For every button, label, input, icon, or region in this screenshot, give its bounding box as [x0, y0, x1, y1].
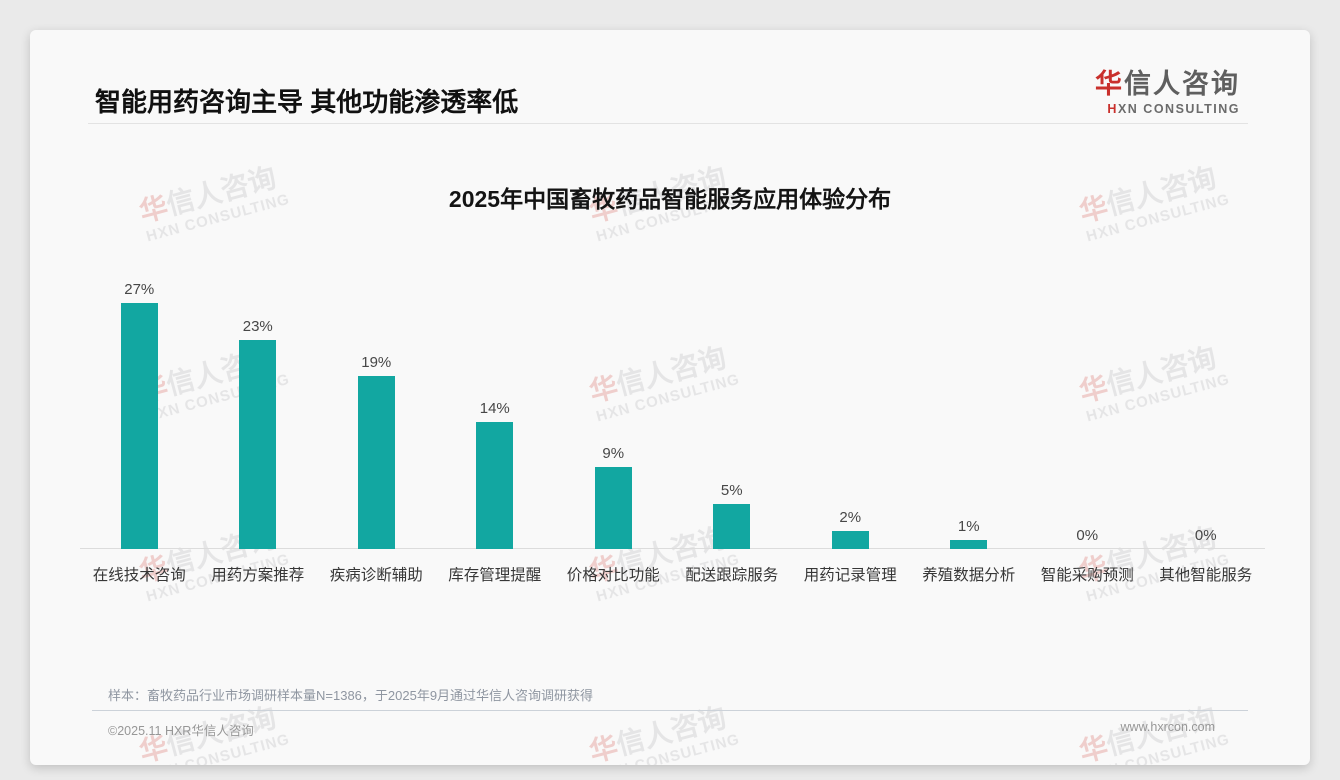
category-label: 用药记录管理 — [803, 567, 897, 584]
bar-value-label: 2% — [839, 508, 862, 526]
logo-zh-rest: 信人咨询 — [1124, 69, 1240, 99]
bar-value-label: 23% — [242, 317, 273, 335]
bar-value-label: 27% — [124, 281, 155, 299]
logo-en-rest: XN CONSULTING — [1117, 102, 1240, 116]
category-label: 在线技术咨询 — [92, 567, 186, 584]
logo-zh-red: 华 — [1095, 69, 1124, 99]
bar-value-label: 5% — [720, 481, 743, 499]
bar-column: 9% 价格对比功能 — [554, 259, 673, 596]
bar-columns: 27% 在线技术咨询 23% 用药方案推荐 19% 疾病诊断辅助 14% 库存管理提醒 9% 价格… — [80, 259, 1265, 596]
logo-english-text: HXN CONSULTING — [1095, 102, 1240, 116]
footer-divider — [92, 710, 1248, 711]
x-axis-line — [80, 548, 1265, 549]
company-logo: 华信人咨询 HXN CONSULTING — [1095, 62, 1240, 116]
bar-column: 2% 用药记录管理 — [791, 259, 910, 596]
bar — [120, 303, 158, 549]
bar-column: 19% 疾病诊断辅助 — [317, 259, 436, 596]
bar-column: 1% 养殖数据分析 — [910, 259, 1029, 596]
header-divider — [88, 123, 1248, 124]
bar-chart: 27% 在线技术咨询 23% 用药方案推荐 19% 疾病诊断辅助 14% 库存管理提醒 9% 价格… — [80, 259, 1265, 596]
category-label: 配送跟踪服务 — [685, 567, 779, 584]
bar-value-label: 19% — [361, 354, 392, 372]
category-label: 智能采购预测 — [1040, 567, 1134, 584]
bar-column: 0% 智能采购预测 — [1028, 259, 1147, 596]
bar — [713, 503, 751, 549]
page-title: 智能用药咨询主导 其他功能渗透率低 — [95, 87, 519, 117]
category-label: 库存管理提醒 — [448, 567, 542, 584]
category-label: 疾病诊断辅助 — [329, 567, 423, 584]
bar-column: 23% 用药方案推荐 — [199, 259, 318, 596]
bar — [357, 376, 395, 549]
footer-bar: ©2025.11 HXR华信人咨询 www.hxrcon.com — [108, 720, 1215, 739]
bar-column: 27% 在线技术咨询 — [80, 259, 199, 596]
bar-value-label: 1% — [957, 517, 980, 535]
bar-column: 0% 其他智能服务 — [1147, 259, 1266, 596]
bar-value-label: 0% — [1194, 527, 1217, 544]
bar — [831, 530, 869, 549]
bar — [476, 421, 514, 549]
chart-title: 2025年中国畜牧药品智能服务应用体验分布 — [448, 186, 892, 212]
bar-column: 5% 配送跟踪服务 — [673, 259, 792, 596]
copyright-text: ©2025.11 HXR华信人咨询 — [108, 724, 254, 738]
bar — [239, 339, 277, 549]
logo-en-red: H — [1107, 102, 1118, 116]
bar-column: 14% 库存管理提醒 — [436, 259, 555, 596]
website-text: www.hxrcon.com — [1120, 720, 1215, 734]
bar — [594, 467, 632, 549]
bar-value-label: 14% — [479, 399, 510, 417]
category-label: 养殖数据分析 — [922, 567, 1016, 584]
report-card: 华信人咨询 HXN CONSULTING 华信人咨询 HXN CONSULTING 华信… — [30, 30, 1310, 765]
bar — [950, 539, 988, 549]
category-label: 价格对比功能 — [566, 567, 660, 584]
bar-value-label: 0% — [1076, 527, 1099, 544]
bar-value-label: 9% — [602, 445, 625, 463]
category-label: 其他智能服务 — [1159, 567, 1253, 584]
sample-note: 样本：畜牧药品行业市场调研样本量N=1386，于2025年9月通过华信人咨询调研… — [108, 688, 594, 703]
category-label: 用药方案推荐 — [211, 567, 305, 584]
logo-chinese-text: 华信人咨询 — [1095, 62, 1240, 101]
